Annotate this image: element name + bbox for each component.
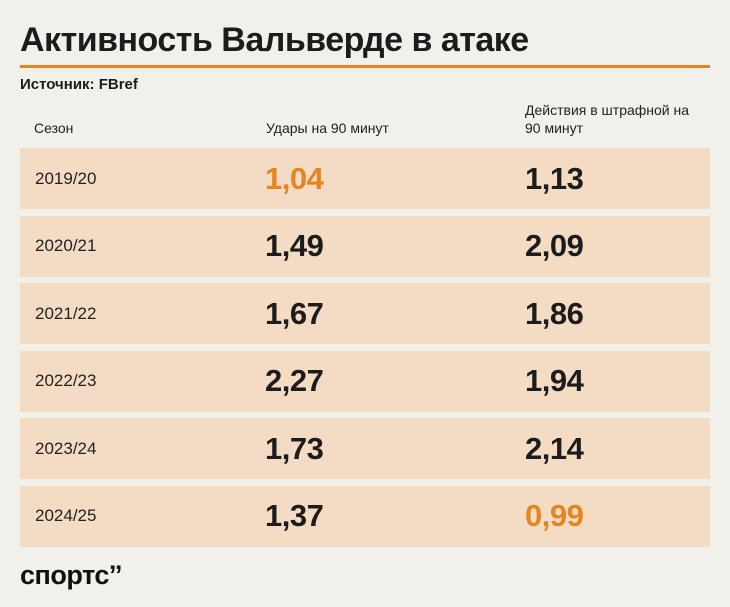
shots-value: 1,04 xyxy=(265,160,324,196)
table-row: 2019/20 1,04 1,13 xyxy=(20,148,710,209)
table-row: 2022/23 2,27 1,94 xyxy=(20,350,710,412)
season-cell: 2022/23 xyxy=(35,371,97,390)
shots-value: 1,67 xyxy=(265,295,324,331)
table-row: 2024/25 1,37 0,99 xyxy=(20,485,710,547)
title-divider xyxy=(20,65,710,68)
season-cell: 2019/20 xyxy=(35,168,97,188)
table-body: 2019/20 1,04 1,13 2020/21 1,49 2,09 2021… xyxy=(20,148,710,553)
shots-value: 2,27 xyxy=(265,363,324,398)
season-cell: 2021/22 xyxy=(35,303,97,323)
season-cell: 2020/21 xyxy=(35,236,97,255)
box-actions-value: 2,09 xyxy=(525,228,584,263)
shots-value: 1,73 xyxy=(265,430,324,466)
table-row: 2023/24 1,73 2,14 xyxy=(20,418,710,479)
box-actions-value: 0,99 xyxy=(525,498,584,533)
box-actions-value: 1,94 xyxy=(525,363,584,398)
column-header-season: Сезон xyxy=(34,120,74,136)
box-actions-value: 2,14 xyxy=(525,430,584,466)
season-cell: 2023/24 xyxy=(35,438,97,458)
shots-value: 1,49 xyxy=(265,228,324,263)
brand-logo: спортс’’ xyxy=(20,560,122,590)
season-cell: 2024/25 xyxy=(35,506,97,525)
table-row: 2020/21 1,49 2,09 xyxy=(20,215,710,277)
column-header-box-actions: Действия в штрафной на 90 минут xyxy=(525,102,690,136)
column-header-shots: Удары на 90 минут xyxy=(266,120,389,136)
box-actions-value: 1,86 xyxy=(525,295,584,331)
table-row: 2021/22 1,67 1,86 xyxy=(20,283,710,344)
box-actions-value: 1,13 xyxy=(525,160,584,196)
shots-value: 1,37 xyxy=(265,498,324,533)
page-title: Активность Вальверде в атаке xyxy=(20,21,529,59)
source-label: Источник: FBref xyxy=(20,76,138,93)
